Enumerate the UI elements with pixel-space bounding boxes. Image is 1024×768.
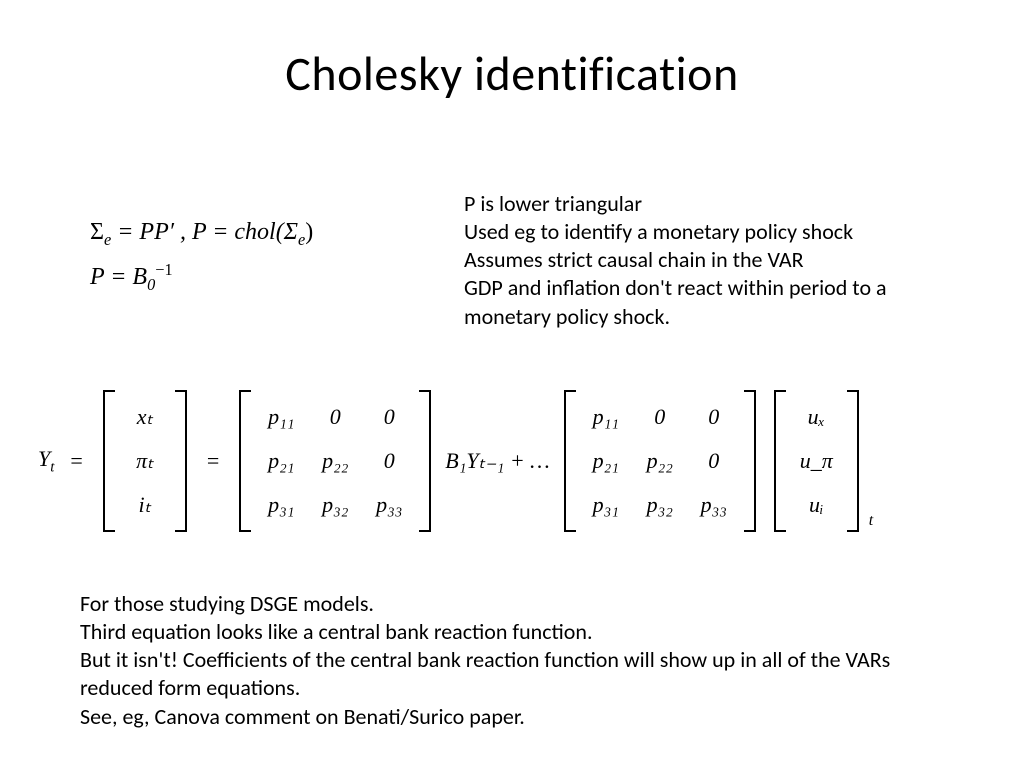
footnote-block: For those studying DSGE models. Third eq… — [80, 590, 960, 731]
y-vector: xₜ πₜ iₜ — [103, 390, 187, 532]
u-entry: uₓ — [800, 404, 832, 430]
annotation-block: P is lower triangular Used eg to identif… — [464, 190, 964, 331]
annotation-line: Used eg to identify a monetary policy sh… — [464, 218, 964, 246]
u-vector: uₓ u_π uᵢ — [774, 390, 859, 532]
y-entry: iₜ — [129, 492, 161, 518]
footnote-line: Third equation looks like a central bank… — [80, 618, 960, 646]
equals-sign: = — [64, 448, 88, 474]
p-matrix-1: p₁₁00 p₂₁p₂₂0 p₃₁p₃₂p₃₃ — [239, 390, 431, 532]
annotation-line: Assumes strict causal chain in the VAR — [464, 246, 964, 274]
u-entry: u_π — [800, 448, 833, 474]
u-entry: uᵢ — [800, 492, 832, 518]
p-matrix-2: p₁₁00 p₂₁p₂₂0 p₃₁p₃₂p₃₃ — [564, 390, 756, 532]
formula-line-2: P = B0−1 — [90, 255, 313, 300]
formula-p-eq: P = B — [90, 264, 147, 290]
y-entry: πₜ — [129, 448, 161, 474]
slide-title: Cholesky identification — [0, 44, 1024, 103]
formula-block: Σe = PP′ , P = chol(Σe) P = B0−1 — [90, 210, 313, 300]
u-vector-subscript: t — [869, 512, 873, 530]
footnote-line: For those studying DSGE models. — [80, 590, 960, 618]
formula-sigma: Σ — [90, 219, 104, 245]
slide: Cholesky identification Σe = PP′ , P = c… — [0, 0, 1024, 768]
footnote-line: See, eg, Canova comment on Benati/Surico… — [80, 703, 960, 731]
matrix-middle-text: B₁Yₜ₋₁ + … — [445, 448, 549, 474]
matrix-lead: Yt — [38, 446, 54, 476]
annotation-line: P is lower triangular — [464, 190, 964, 218]
formula-b-sup: −1 — [155, 260, 172, 279]
equals-sign: = — [201, 448, 225, 474]
annotation-line: GDP and inflation don't react within per… — [464, 274, 964, 330]
footnote-line: But it isn't! Coefficients of the centra… — [80, 646, 960, 702]
formula-mid: = PP′ , P = chol(Σ — [111, 219, 298, 245]
matrix-equation: Yt = xₜ πₜ iₜ = p₁₁00 p₂₁p₂₂0 p₃₁p₃₂p₃₃ … — [38, 390, 873, 532]
formula-line-1: Σe = PP′ , P = chol(Σe) — [90, 210, 313, 255]
y-entry: xₜ — [129, 404, 161, 430]
formula-close: ) — [305, 219, 313, 245]
